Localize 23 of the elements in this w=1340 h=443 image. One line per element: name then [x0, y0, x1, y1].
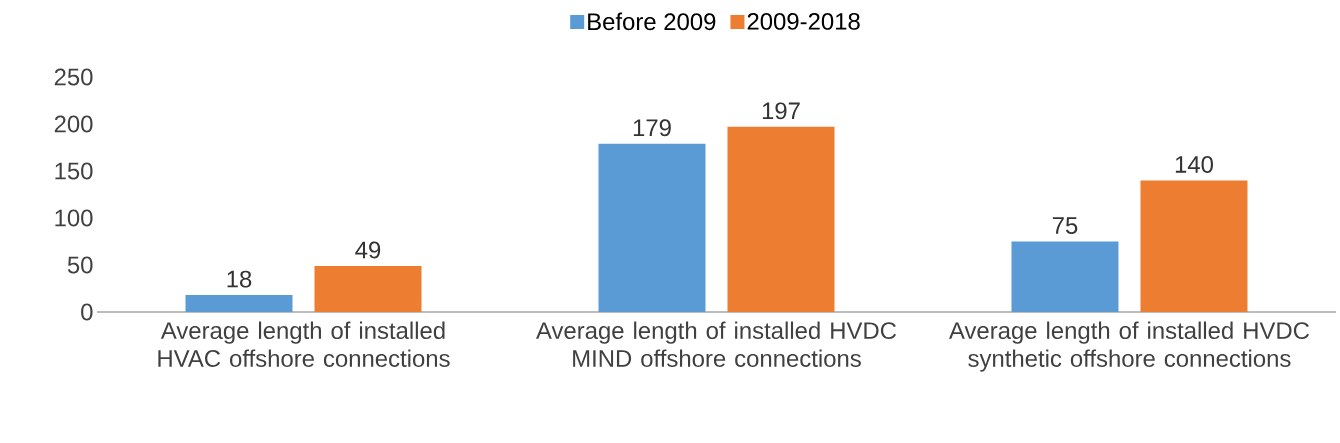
data-label: 75 — [1052, 217, 1078, 234]
data-label: 18 — [227, 270, 252, 288]
data-label: 49 — [355, 241, 381, 259]
y-tick-label: 100 — [55, 209, 93, 227]
bar — [314, 265, 422, 312]
y-tick-label: 150 — [55, 162, 93, 180]
x-tick-label: Average length of installed HVDC MIND offshore connections — [536, 321, 897, 367]
y-tick-label: 250 — [54, 68, 93, 86]
y-tick-label: 200 — [54, 115, 93, 133]
legend-label: 2009-2018 — [747, 12, 860, 30]
legend-label: Before 2009 — [588, 12, 716, 31]
y-tick-label: 50 — [67, 256, 93, 274]
data-label: 140 — [1175, 155, 1213, 173]
bar — [1011, 241, 1119, 312]
x-tick-label: Average length of installed HVDC synthetic offshore connections — [948, 321, 1310, 372]
data-label: 179 — [633, 119, 671, 137]
y-tick-label: 0 — [81, 303, 93, 321]
data-label: 197 — [762, 102, 800, 120]
bar — [727, 126, 835, 312]
x-tick-label: Average length of installed HVAC offshore connections — [158, 321, 450, 367]
bar — [1140, 180, 1248, 312]
bar — [185, 295, 293, 312]
bar — [598, 143, 706, 312]
